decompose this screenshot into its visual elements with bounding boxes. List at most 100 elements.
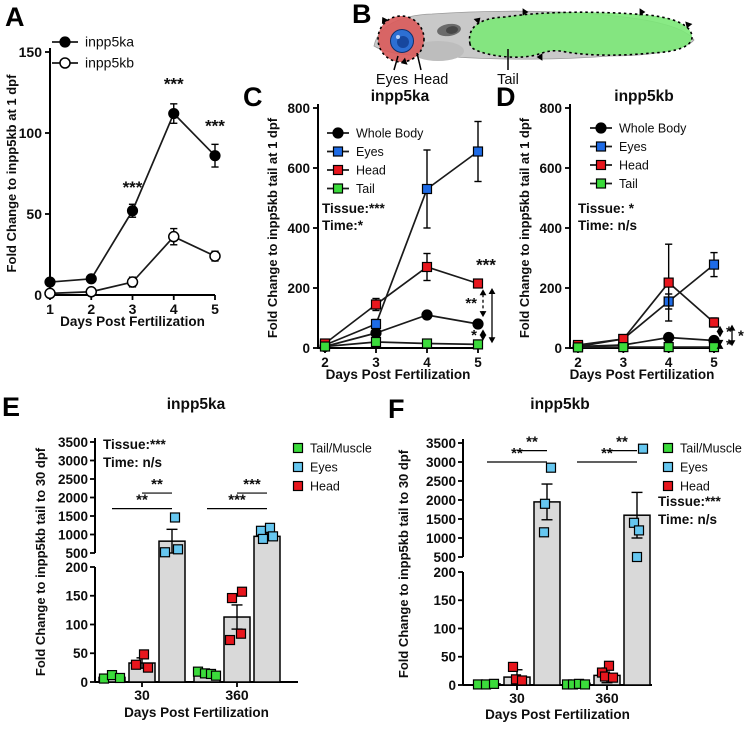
- panel-letter-e: E: [2, 392, 21, 422]
- series-eyes: [319, 120, 484, 351]
- group-label: 360: [595, 690, 619, 706]
- y-tick-label: 0: [34, 287, 42, 303]
- x-tick-label: 2: [321, 355, 329, 370]
- legend-label: Whole Body: [619, 122, 687, 136]
- data-point: [267, 531, 279, 542]
- legend-label: Eyes: [680, 461, 708, 475]
- data-point: [472, 318, 484, 330]
- arrowhead-down: [479, 311, 487, 318]
- y-tick-label: 400: [539, 221, 562, 236]
- significance-stars: **: [151, 476, 163, 493]
- y-tick-label: 150: [65, 589, 88, 604]
- bar-eyes: [623, 514, 651, 686]
- series-line: [577, 336, 715, 348]
- y-tick-label: 1000: [58, 527, 88, 542]
- series-inpp5ka: [44, 103, 221, 288]
- panel-title: inpp5ka: [167, 396, 226, 413]
- y-tick-label: 50: [26, 206, 42, 222]
- legend-label: Eyes: [619, 140, 647, 154]
- y-axis-label: Fold Change to inpp5kb tail at 1 dpf: [265, 117, 280, 338]
- eye-lens: [397, 36, 409, 48]
- panel-C-line-chart: 0 200 400 600 800 2 3 4 5 Fold Change to inpp5kb …: [265, 88, 496, 382]
- significance-stars: ***: [164, 74, 184, 93]
- anova-note: Time: n/s: [578, 218, 637, 233]
- tail-region-outline: [468, 11, 693, 58]
- anova-note: Time: n/s: [658, 512, 717, 527]
- x-axis-label: Days Post Fertilization: [326, 367, 471, 382]
- x-tick-label: 2: [87, 301, 95, 317]
- series-line: [324, 150, 479, 346]
- anova-note: Tissue: *: [578, 201, 635, 216]
- data-point: [708, 317, 720, 328]
- outline-arrowhead: [639, 8, 646, 16]
- eye-highlight: [396, 35, 400, 39]
- data-point: [332, 164, 344, 176]
- panel-title: inpp5kb: [530, 396, 589, 413]
- outline-arrowhead: [522, 8, 529, 16]
- bar-eyes: [253, 535, 281, 683]
- y-axis-label: Fold Change to inpp5kb tail at 1 dpf: [517, 117, 532, 338]
- data-point: [545, 462, 557, 473]
- data-point: [370, 299, 382, 310]
- x-tick-label: 5: [211, 301, 219, 317]
- significance-stars: **: [616, 434, 628, 451]
- y-tick-label: 2500: [426, 474, 456, 489]
- y-tick-label: 500: [65, 546, 88, 561]
- data-point: [209, 250, 221, 262]
- data-point: [226, 592, 238, 604]
- y-tick-label: 50: [73, 646, 88, 661]
- data-point: [44, 287, 56, 300]
- data-point: [264, 522, 276, 533]
- data-point: [332, 127, 344, 139]
- data-point: [595, 178, 607, 189]
- x-tick-label: 5: [710, 355, 718, 370]
- y-tick-label: 200: [539, 281, 562, 296]
- axes: [49, 48, 215, 296]
- panel-A-line-chart: 0 50 100 150 1 2 3 4 5 Fold Change to inpp5kb at …: [4, 34, 225, 330]
- significance-stars: *: [726, 336, 732, 353]
- data-point: [224, 634, 236, 646]
- arrowhead-down: [488, 337, 496, 344]
- data-point: [472, 278, 484, 289]
- y-tick-label: 2000: [58, 490, 88, 505]
- y-tick-label: 800: [287, 101, 310, 116]
- bar-eyes: [158, 540, 186, 683]
- y-tick-label: 600: [287, 161, 310, 176]
- significance-stars: ***: [476, 256, 496, 275]
- y-tick-label: 1500: [58, 509, 88, 524]
- significance-stars: *: [726, 324, 732, 341]
- arrowhead-up: [488, 288, 496, 294]
- y-tick-label: 100: [19, 125, 43, 141]
- legend-label: Tail: [619, 177, 638, 191]
- legend-label: Tail/Muscle: [680, 442, 742, 456]
- x-tick-label: 4: [170, 301, 178, 317]
- fish-yolk: [412, 41, 464, 61]
- y-tick-label: 600: [539, 161, 562, 176]
- anova-note: Time: n/s: [103, 455, 162, 470]
- data-point: [332, 183, 344, 194]
- y-tick-label: 200: [65, 560, 88, 575]
- significance-stars: ***: [123, 178, 143, 197]
- arrowhead-up: [479, 329, 487, 336]
- head-pointer-line: [416, 52, 422, 71]
- data-point: [631, 551, 643, 563]
- legend-label: inpp5kb: [85, 55, 134, 71]
- panel-E-bar-chart: 500 1000 1500 2000 2500 3000 3500 0 50 100 150 200 3…: [33, 396, 372, 720]
- outline-arrowhead: [381, 17, 389, 24]
- data-point: [663, 277, 674, 288]
- x-tick-label: 5: [474, 355, 482, 370]
- legend-label: Head: [680, 480, 710, 494]
- series-line: [324, 314, 479, 348]
- data-point: [59, 57, 71, 69]
- significance-stars: **: [526, 434, 538, 451]
- significance-stars: *: [738, 327, 744, 344]
- legend-label: Head: [310, 480, 340, 494]
- legend-label: Tail: [356, 182, 375, 196]
- panel-letter-a: A: [5, 2, 25, 32]
- data-point: [637, 443, 649, 454]
- data-point: [507, 661, 519, 673]
- series-line: [324, 266, 479, 345]
- data-point: [138, 649, 150, 660]
- arrowhead-down: [716, 331, 724, 338]
